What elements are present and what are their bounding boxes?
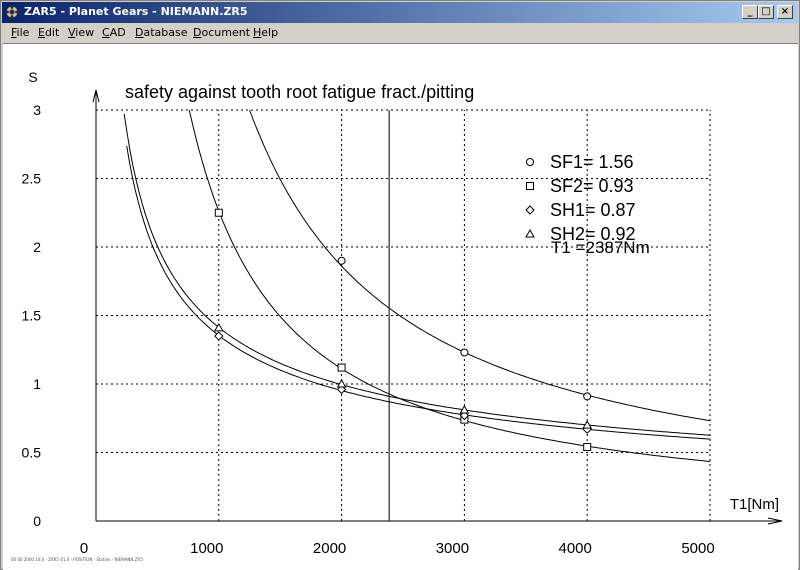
diamond-series-curve	[126, 145, 710, 440]
menu-view[interactable]: View	[68, 26, 94, 39]
menu-accelerator: E	[38, 26, 45, 39]
circle-series-point	[337, 256, 346, 265]
minimize-button[interactable]: _	[742, 5, 758, 19]
triangle-series-legend-marker	[525, 228, 535, 238]
y-tick-label: 2.5	[22, 171, 42, 187]
y-tick-label: 1.5	[22, 308, 42, 324]
menu-accelerator: H	[253, 26, 262, 39]
y-tick-label: 1	[33, 376, 41, 392]
x-tick-label: 0	[80, 540, 88, 557]
diamond-series-point	[214, 331, 224, 341]
x-axis-label: T1[Nm]	[730, 496, 779, 513]
triangle-series-point	[336, 378, 347, 388]
close-button[interactable]: ×	[777, 5, 793, 19]
title-bar[interactable]: ZAR5 - Planet Gears - NIEMANN.ZR5 _ □ ×	[2, 2, 798, 23]
menu-help[interactable]: Help	[253, 26, 278, 39]
window-title: ZAR5 - Planet Gears - NIEMANN.ZR5	[24, 5, 248, 18]
menu-label-rest: AD	[109, 26, 126, 39]
menu-bar: File Edit View CAD Database Document Help	[2, 23, 798, 43]
square-series-point	[337, 363, 346, 372]
y-tick-label: 3	[33, 102, 41, 118]
square-series-point	[214, 208, 223, 217]
menu-document[interactable]: Document	[193, 26, 250, 39]
menu-edit[interactable]: Edit	[38, 26, 59, 39]
menu-label-rest: dit	[44, 26, 60, 39]
chart-title: safety against tooth root fatigue fract.…	[125, 82, 474, 102]
torque-marker-label: T1 =2387Nm	[551, 238, 650, 257]
circle-series-curve	[249, 110, 710, 422]
x-axis-arrow	[767, 517, 783, 525]
menu-cad[interactable]: CAD	[102, 26, 126, 39]
triangle-series-point	[213, 322, 224, 332]
y-axis-arrow	[92, 89, 100, 103]
menu-accelerator: C	[102, 26, 110, 39]
triangle-series-point	[459, 405, 470, 414]
menu-accelerator: D	[193, 26, 202, 39]
circle-series-point	[583, 392, 592, 401]
y-axis-label: S	[28, 69, 37, 85]
y-tick-label: 0.5	[22, 445, 42, 461]
circle-series-point	[460, 348, 469, 357]
square-series-legend-label: SF2= 0.93	[550, 176, 634, 196]
circle-series-legend-marker	[526, 158, 534, 166]
status-line: 00 00 2000 10:0 - ZAR5 V1.0 - POSITION -…	[11, 557, 143, 562]
x-tick-label: 1000	[190, 540, 223, 557]
square-series-legend-marker	[526, 182, 534, 190]
maximize-icon: □	[761, 6, 771, 17]
app-gear-icon	[5, 5, 19, 19]
menu-database[interactable]: Database	[135, 26, 188, 39]
menu-accelerator: V	[68, 26, 76, 39]
x-tick-label: 2000	[313, 540, 346, 557]
minimize-icon: _	[747, 6, 753, 17]
menu-label-rest: ocument	[201, 26, 251, 39]
x-tick-label: 5000	[681, 540, 714, 557]
safety-chart: 0 0.5 1 1.5 2 2.5 3 0 1000 2000 3000 4000 5000 S T1[Nm…	[22, 69, 783, 557]
maximize-button[interactable]: □	[758, 5, 774, 19]
menu-label-rest: iew	[75, 26, 95, 39]
diamond-series-legend-label: SH1= 0.87	[550, 200, 636, 220]
menu-label-rest: elp	[261, 26, 279, 39]
diamond-series-legend-marker	[525, 205, 535, 215]
menu-accelerator: F	[11, 26, 17, 39]
menu-accelerator: D	[135, 26, 144, 39]
y-tick-label: 0	[33, 513, 41, 529]
menu-file[interactable]: File	[11, 26, 29, 39]
square-series-point	[583, 443, 592, 452]
triangle-series-point	[582, 420, 593, 429]
triangle-series-legend-label: SH2= 0.92	[550, 224, 636, 244]
chart-area: 0 0.5 1 1.5 2 2.5 3 0 1000 2000 3000 4000 5000 S T1[Nm…	[3, 43, 798, 570]
y-tick-label: 2	[33, 239, 41, 255]
x-tick-label: 3000	[436, 540, 469, 557]
x-tick-label: 4000	[559, 540, 592, 557]
circle-series-legend-label: SF1= 1.56	[550, 152, 634, 172]
menu-label-rest: ile	[16, 26, 30, 39]
menu-label-rest: atabase	[143, 26, 188, 39]
close-icon: ×	[780, 6, 790, 17]
square-series-curve	[188, 110, 710, 462]
